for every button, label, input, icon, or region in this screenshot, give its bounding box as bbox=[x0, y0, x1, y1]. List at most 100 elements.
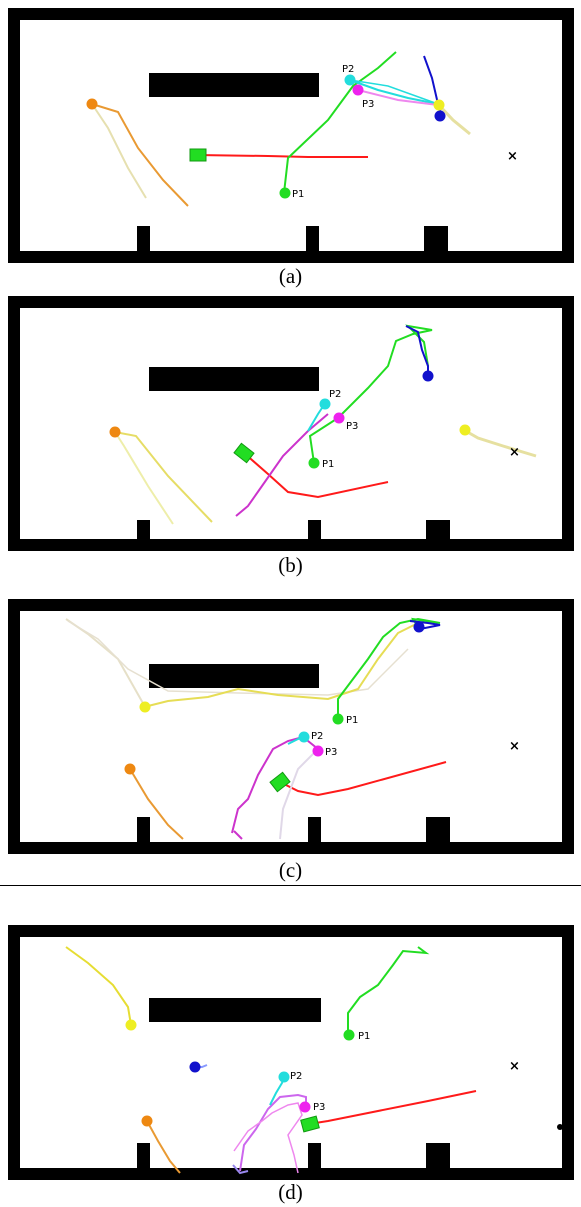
p1-agent bbox=[308, 457, 320, 469]
panel-d: P1 P2 P3 × bbox=[8, 925, 574, 1180]
blue-agent bbox=[434, 110, 446, 122]
yellow-trail-faded bbox=[65, 618, 145, 706]
p2-agent bbox=[319, 398, 331, 410]
p2-trail-b bbox=[349, 79, 439, 105]
orange-trail-yellowish bbox=[114, 431, 213, 523]
p1-trail bbox=[347, 946, 430, 1035]
orange-agent bbox=[86, 98, 98, 110]
panel-c: P1 P2 P3 × bbox=[8, 599, 574, 854]
pillar-right bbox=[426, 817, 450, 848]
pillar-right bbox=[426, 520, 450, 545]
goal-marker: × bbox=[507, 149, 518, 164]
pillar-middle bbox=[306, 226, 319, 257]
yellow-trail bbox=[463, 428, 537, 458]
p1-label: P1 bbox=[358, 1031, 370, 1042]
p3-trail bbox=[235, 413, 329, 517]
orange-agent bbox=[141, 1115, 153, 1127]
p1-agent bbox=[279, 187, 291, 199]
p1-label: P1 bbox=[322, 459, 334, 470]
p1-agent bbox=[332, 713, 344, 725]
robot-path bbox=[279, 761, 447, 797]
p1-label: P1 bbox=[346, 715, 358, 726]
p3-agent bbox=[312, 745, 324, 757]
p2-trail bbox=[349, 79, 439, 105]
p1-trail bbox=[308, 324, 433, 464]
orange-trail bbox=[91, 103, 189, 207]
divider bbox=[0, 885, 581, 886]
goal-marker: × bbox=[509, 1059, 520, 1074]
scene-a: P1 P2 P3 × bbox=[8, 8, 574, 263]
p3-label: P3 bbox=[346, 421, 358, 432]
caption-d: (d) bbox=[278, 1180, 303, 1204]
pillar-middle bbox=[308, 520, 321, 545]
pillar-left bbox=[137, 520, 150, 545]
robot-path bbox=[243, 452, 389, 499]
blue-trail bbox=[405, 325, 429, 376]
robot-path bbox=[195, 154, 368, 158]
room-wall bbox=[8, 925, 574, 1180]
p3-trail-b bbox=[233, 1102, 303, 1174]
p3-agent bbox=[333, 412, 345, 424]
robot-path bbox=[308, 1090, 477, 1125]
robot bbox=[189, 148, 207, 162]
p3-trail bbox=[357, 89, 439, 106]
pillar-left bbox=[137, 817, 150, 848]
caption-a: (a) bbox=[278, 264, 303, 288]
caption-b: (b) bbox=[278, 553, 303, 577]
p3-label: P3 bbox=[313, 1102, 325, 1113]
p3-trail bbox=[239, 1093, 307, 1172]
blue-agent bbox=[189, 1061, 201, 1073]
p3-trail-tail bbox=[233, 830, 243, 840]
yellow-trail bbox=[143, 622, 419, 708]
p2-label: P2 bbox=[311, 731, 323, 742]
goal-marker: × bbox=[509, 445, 520, 460]
scene-b: P1 P2 P3 × bbox=[8, 296, 574, 551]
robot bbox=[300, 1115, 320, 1133]
orange-agent bbox=[109, 426, 121, 438]
goal-marker: × bbox=[509, 739, 520, 754]
orange-trail bbox=[129, 768, 184, 840]
p3-label: P3 bbox=[325, 747, 337, 758]
pillar-middle bbox=[308, 1143, 321, 1174]
p2-label: P2 bbox=[290, 1071, 302, 1082]
orange-agent bbox=[124, 763, 136, 775]
yellow-trail bbox=[65, 946, 132, 1026]
orange-trail bbox=[146, 1120, 181, 1174]
pillar-right bbox=[426, 1143, 450, 1174]
p3-agent bbox=[352, 84, 364, 96]
yellow-trail bbox=[436, 102, 471, 136]
faded-trail-b bbox=[279, 748, 319, 840]
obstacle-bar bbox=[149, 367, 319, 391]
room-wall bbox=[8, 599, 574, 854]
p3-agent bbox=[299, 1101, 311, 1113]
pillar-middle bbox=[308, 817, 321, 848]
obstacle-bar bbox=[149, 664, 319, 688]
panel-b: P1 P2 P3 × bbox=[8, 296, 574, 551]
yellow-agent bbox=[125, 1019, 137, 1031]
room-wall bbox=[8, 296, 574, 551]
orange-trail-faded bbox=[91, 103, 147, 199]
pillar-left bbox=[137, 226, 150, 257]
p2-label: P2 bbox=[329, 389, 341, 400]
robot bbox=[269, 771, 291, 793]
p3-label: P3 bbox=[362, 99, 374, 110]
p1-trail bbox=[283, 51, 397, 194]
yellow-agent bbox=[459, 424, 471, 436]
p1-label: P1 bbox=[292, 189, 304, 200]
p2-agent bbox=[278, 1071, 290, 1083]
p2-agent bbox=[344, 74, 356, 86]
blue-agent bbox=[413, 621, 425, 633]
p2-label: P2 bbox=[342, 64, 354, 75]
orange-trail-faded bbox=[114, 431, 174, 525]
obstacle-bar bbox=[149, 998, 321, 1022]
room-wall bbox=[8, 8, 574, 263]
black-dot bbox=[557, 1124, 563, 1130]
purple-trail bbox=[232, 1164, 249, 1175]
robot bbox=[233, 442, 255, 464]
yellow-agent bbox=[139, 701, 151, 713]
scene-c: P1 P2 P3 × bbox=[8, 599, 574, 854]
caption-c: (c) bbox=[278, 858, 303, 882]
scene-d: P1 P2 P3 × bbox=[8, 925, 574, 1180]
p1-agent bbox=[343, 1029, 355, 1041]
pillar-right bbox=[424, 226, 448, 257]
